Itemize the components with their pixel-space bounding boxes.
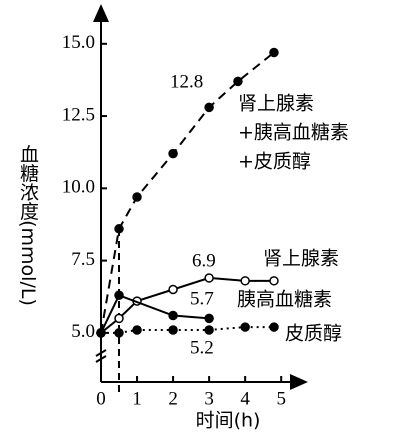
series-label: 肾上腺素 xyxy=(238,93,314,115)
data-point xyxy=(96,328,106,338)
y-tick-label: 12.5 xyxy=(62,104,95,125)
x-tick-label: 0 xyxy=(96,388,106,409)
x-tick-label: 4 xyxy=(240,388,250,409)
y-tick-label: 5.0 xyxy=(71,321,95,342)
data-point xyxy=(114,290,124,301)
data-point xyxy=(204,102,214,113)
series-label: 肾上腺素 xyxy=(263,248,339,270)
data-point xyxy=(168,284,178,295)
series-label: 胰高血糖素 xyxy=(237,289,332,311)
data-point xyxy=(269,276,279,286)
data-point xyxy=(240,276,250,286)
axis-break xyxy=(95,349,107,363)
data-point xyxy=(132,192,142,202)
data-point xyxy=(114,328,124,338)
data-point xyxy=(168,325,178,335)
data-point xyxy=(233,76,243,87)
series-label: +胰高血糖素 xyxy=(238,122,349,144)
x-tick-label: 1 xyxy=(132,388,142,409)
data-point xyxy=(269,322,279,332)
x-tick-label: 3 xyxy=(204,388,214,409)
annotation: 5.7 xyxy=(190,288,214,309)
data-point xyxy=(204,273,214,283)
data-point xyxy=(168,148,178,159)
annotation: 6.9 xyxy=(192,250,216,271)
annotation: 5.2 xyxy=(190,337,214,358)
data-point xyxy=(240,322,250,332)
series-label: 皮质醇 xyxy=(285,323,342,345)
annotation: 12.8 xyxy=(170,71,203,92)
data-point xyxy=(114,313,124,324)
x-axis-label: 时间(h) xyxy=(196,410,261,432)
data-point xyxy=(269,47,279,58)
y-tick-label: 10.0 xyxy=(62,177,95,198)
series-label: +皮质醇 xyxy=(238,151,311,173)
data-point xyxy=(204,313,214,324)
y-tick-label: 7.5 xyxy=(71,249,95,270)
data-point xyxy=(168,310,178,321)
data-point xyxy=(204,325,214,335)
x-tick-label: 2 xyxy=(168,388,178,409)
y-tick-label: 15.0 xyxy=(62,32,95,53)
series-line xyxy=(100,294,210,334)
data-point xyxy=(132,325,142,335)
data-point xyxy=(114,224,124,234)
x-tick-label: 5 xyxy=(276,388,286,409)
y-axis-label: 血糖浓度(mmol/L) xyxy=(17,144,39,306)
